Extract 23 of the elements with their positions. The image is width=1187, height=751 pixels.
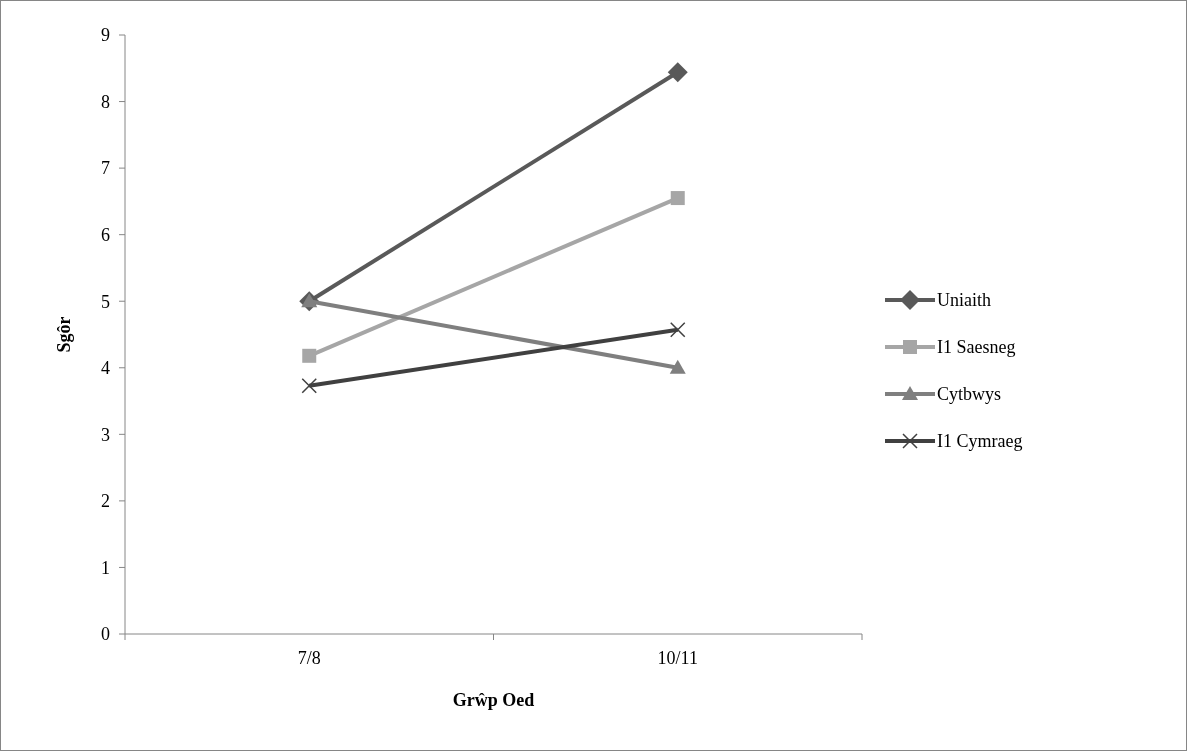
point [301,378,317,394]
legend-label: Cytbwys [937,384,1002,405]
x-tick-label: 7/8 [297,648,321,668]
y-tick-label: 1 [101,557,110,578]
x-axis-title: Grŵp Oed [452,690,535,710]
y-tick-label: 0 [101,624,110,645]
y-tick-label: 3 [101,424,110,445]
point [667,62,688,83]
y-axis-title: Sgôr [54,316,74,353]
legend-label: I1 Cymraeg [937,431,1023,452]
x-tick-label: 10/11 [657,648,698,668]
point [670,191,685,206]
point [302,348,317,363]
y-tick-label: 5 [101,291,110,312]
y-tick-label: 4 [101,358,110,379]
y-tick-label: 2 [101,491,110,512]
y-tick-label: 6 [101,224,110,245]
legend-label: Uniaith [937,290,991,311]
legend-label: I1 Saesneg [937,337,1016,358]
point [670,322,686,338]
y-tick-label: 8 [101,91,110,112]
y-tick-label: 7 [101,158,110,179]
y-tick-label: 9 [101,25,110,46]
